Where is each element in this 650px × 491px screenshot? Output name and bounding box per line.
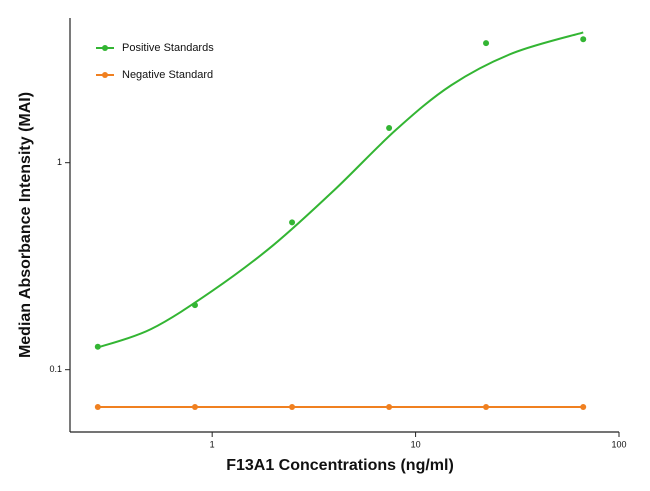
data-point: [94, 343, 101, 350]
legend-marker: [102, 72, 108, 78]
data-point: [580, 404, 587, 411]
x-tick-label: 10: [411, 439, 421, 449]
data-point: [483, 40, 490, 47]
data-point: [289, 219, 296, 226]
data-point: [191, 302, 198, 309]
data-point: [94, 404, 101, 411]
legend-label: Negative Standard: [122, 69, 213, 81]
y-tick-label: 0.1: [49, 364, 62, 374]
data-point: [386, 125, 393, 132]
x-tick-label: 1: [210, 439, 215, 449]
data-point: [386, 404, 393, 411]
legend-marker: [102, 45, 108, 51]
data-point: [483, 404, 490, 411]
y-tick-label: 1: [57, 157, 62, 167]
x-tick-label: 100: [611, 439, 626, 449]
data-point: [191, 404, 198, 411]
legend-label: Positive Standards: [122, 42, 214, 54]
x-axis-title: F13A1 Concentrations (ng/ml): [226, 457, 454, 474]
data-point: [289, 404, 296, 411]
data-point: [580, 36, 587, 43]
fit-curve: [97, 31, 584, 349]
y-axis-title: Median Absorbance Intensity (MAI): [17, 92, 34, 358]
